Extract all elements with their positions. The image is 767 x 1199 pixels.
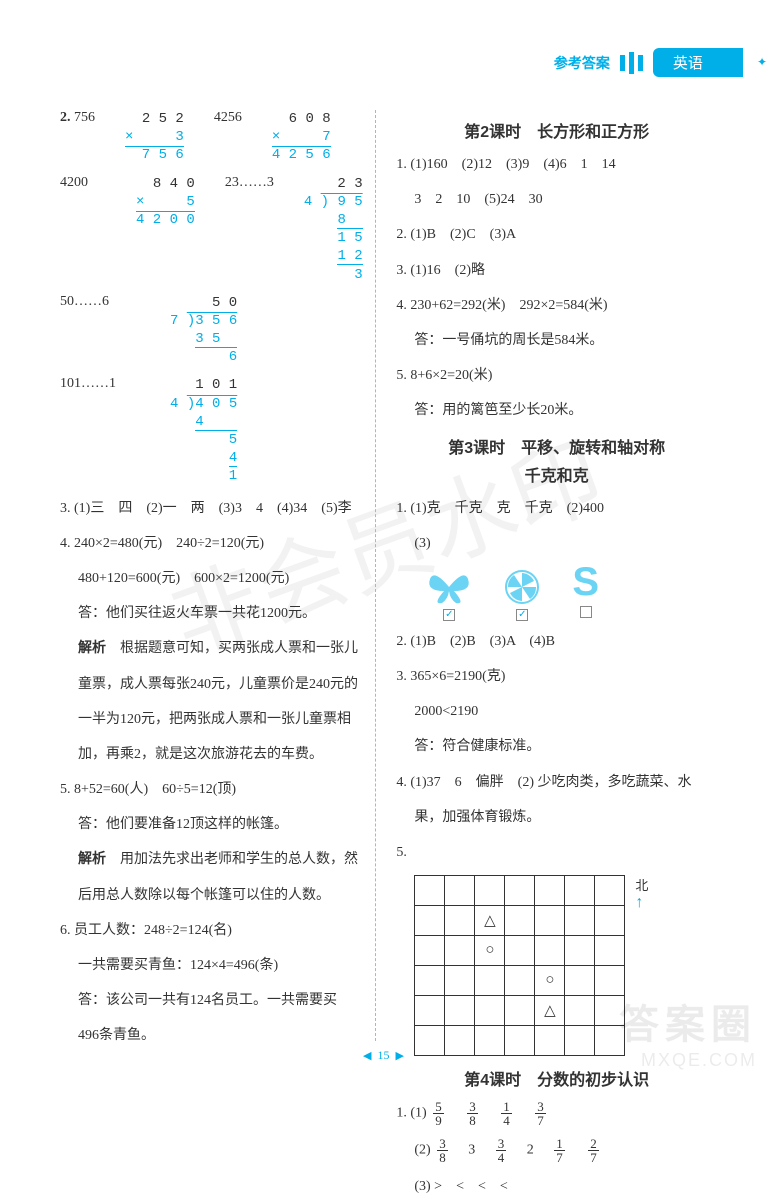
- symmetry-images: ✓ ✓ S: [426, 562, 717, 621]
- header-bars-icon: [620, 52, 643, 74]
- fan-icon: ✓: [502, 569, 542, 621]
- r2-5a: 5. 8+6×2=20(米): [396, 363, 717, 388]
- r4-1: 1. (1) 59 38 14 37: [396, 1100, 717, 1127]
- q2-row1: 2. 756 2 5 2 × 3 7 5 6 4256 6 0 8 × 7 4 …: [60, 110, 365, 165]
- letter-s-icon: S: [572, 562, 599, 621]
- r2-1a: 1. (1)160 (2)12 (3)9 (4)6 1 14: [396, 152, 717, 177]
- calc-608x7: 6 0 8 × 7 4 2 5 6: [272, 110, 331, 165]
- r2-5b: 答：用的篱笆至少长20米。: [396, 398, 717, 423]
- r2-1b: 3 2 10 (5)24 30: [396, 187, 717, 212]
- tri-right-icon: ▶: [396, 1049, 404, 1062]
- r2-4b: 答：一号俑坑的周长是584米。: [396, 328, 717, 353]
- r3-1a: 1. (1)克 千克 克 千克 (2)400: [396, 496, 717, 521]
- q6b-line: 一共需要买青鱼：124×4=496(条): [60, 953, 365, 978]
- q6c-line: 答：该公司一共有124名员工。一共需要买: [60, 988, 365, 1013]
- north-arrow-icon: ↑: [635, 894, 643, 911]
- r3-3b: 2000<2190: [396, 699, 717, 724]
- q4f-line: 一半为120元，把两张成人票和一张儿童票相: [60, 707, 365, 732]
- grid-figure: △ ○ ○ △ 北 ↑: [414, 875, 717, 1056]
- q4b-line: 480+120=600(元) 600×2=1200(元): [60, 566, 365, 591]
- r3-4b: 果，加强体育锻炼。: [396, 805, 717, 830]
- q4e-line: 童票，成人票每张240元，儿童票价是240元的: [60, 672, 365, 697]
- q5d-line: 后用总人数除以每个帐篷可以住的人数。: [60, 883, 365, 908]
- q2-val-4256: 4256: [214, 110, 242, 165]
- lesson2-title: 第2课时 长方形和正方形: [396, 118, 717, 142]
- q2-val-50r6: 50……6: [60, 294, 140, 310]
- r3-3a: 3. 365×6=2190(克): [396, 664, 717, 689]
- content-columns: 2. 756 2 5 2 × 3 7 5 6 4256 6 0 8 × 7 4 …: [60, 110, 717, 1041]
- r3-4a: 4. (1)37 6 偏胖 (2) 少吃肉类，多吃蔬菜、水: [396, 770, 717, 795]
- lesson3-title-a: 第3课时 平移、旋转和轴对称: [396, 434, 717, 458]
- q2-row3: 50……6 5 0 7 )3 5 6 3 5 6: [60, 294, 365, 367]
- q4d-line: 解析 根据题意可知，买两张成人票和一张儿: [60, 636, 365, 661]
- q3-line: 3. (1)三 四 (2)一 两 (3)3 4 (4)34 (5)李: [60, 496, 365, 521]
- q4c-line: 答：他们买往返火车票一共花1200元。: [60, 601, 365, 626]
- header-star-icon: ✦: [757, 55, 767, 70]
- q5c-line: 解析 用加法先求出老师和学生的总人数，然: [60, 847, 365, 872]
- butterfly-icon: ✓: [426, 569, 472, 621]
- q4g-line: 加，再乘2，就是这次旅游花去的车费。: [60, 742, 365, 767]
- r2-3: 3. (1)16 (2)略: [396, 258, 717, 283]
- r3-2: 2. (1)B (2)B (3)A (4)B: [396, 629, 717, 654]
- r3-5-label: 5.: [396, 840, 717, 865]
- calc-252x3: 2 5 2 × 3 7 5 6: [125, 110, 184, 165]
- r2-4a: 4. 230+62=292(米) 292×2=584(米): [396, 293, 717, 318]
- lesson3-title-b: 千克和克: [396, 462, 717, 486]
- q5b-line: 答：他们要准备12顶这样的帐篷。: [60, 812, 365, 837]
- header-subject-pill: 英语: [653, 48, 743, 77]
- calc-405div4: 1 0 1 4 )4 0 5 4 5 4 1: [170, 376, 237, 485]
- page-header: 参考答案 英语 ✦: [554, 48, 767, 77]
- r2-2: 2. (1)B (2)C (3)A: [396, 222, 717, 247]
- r3-3c: 答：符合健康标准。: [396, 734, 717, 759]
- q2-val-4200: 4200: [60, 175, 106, 191]
- calc-840x5: 8 4 0 × 5 4 2 0 0: [136, 175, 195, 230]
- r4-2: (2) 38 3 34 2 17 27: [396, 1137, 717, 1164]
- r3-1b: (3): [396, 536, 430, 551]
- q4a-line: 4. 240×2=480(元) 240÷2=120(元): [60, 531, 365, 556]
- lesson4-title: 第4课时 分数的初步认识: [396, 1066, 717, 1090]
- q2-val-101r1: 101……1: [60, 376, 140, 392]
- q2-row2: 4200 8 4 0 × 5 4 2 0 0 23……3 2 3 4 ) 9 5…: [60, 175, 365, 284]
- header-ref-label: 参考答案: [554, 53, 610, 73]
- calc-95div4: 2 3 4 ) 9 5 8 1 5 1 2 3: [304, 175, 363, 284]
- r4-3: (3) > < < <: [396, 1174, 717, 1199]
- q5a-line: 5. 8+52=60(人) 60÷5=12(顶): [60, 777, 365, 802]
- q6d-line: 496条青鱼。: [60, 1023, 365, 1048]
- north-indicator: 北 ↑: [635, 875, 648, 912]
- q2-val-23r3: 23……3: [225, 175, 274, 191]
- tri-left-icon: ◀: [363, 1049, 371, 1062]
- q2-label: 2. 756: [60, 110, 95, 165]
- calc-356div7: 5 0 7 )3 5 6 3 5 6: [170, 294, 237, 367]
- q6a-line: 6. 员工人数：248÷2=124(名): [60, 918, 365, 943]
- grid-5x7: △ ○ ○ △: [414, 875, 625, 1056]
- page-number: ◀ 15 ▶: [363, 1048, 404, 1063]
- left-column: 2. 756 2 5 2 × 3 7 5 6 4256 6 0 8 × 7 4 …: [60, 110, 375, 1041]
- q2-row4: 101……1 1 0 1 4 )4 0 5 4 5 4 1: [60, 376, 365, 485]
- right-column: 第2课时 长方形和正方形 1. (1)160 (2)12 (3)9 (4)6 1…: [375, 110, 717, 1041]
